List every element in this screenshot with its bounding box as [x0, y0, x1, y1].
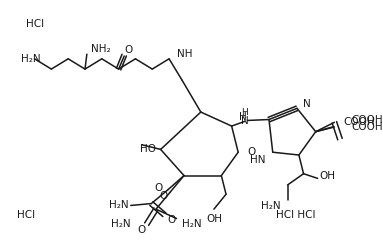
Text: HCl: HCl [17, 210, 35, 220]
Text: OH: OH [206, 215, 222, 225]
Text: NH₂: NH₂ [91, 43, 110, 53]
Text: O: O [138, 225, 146, 235]
Text: H₂N: H₂N [109, 200, 128, 210]
Text: O: O [125, 45, 133, 55]
Text: COOH: COOH [351, 122, 383, 132]
Text: N: N [241, 116, 249, 126]
Text: N: N [303, 99, 310, 109]
Text: HCl: HCl [26, 19, 44, 29]
Text: COOH: COOH [351, 115, 383, 125]
Text: H: H [239, 112, 247, 122]
Text: COOH: COOH [344, 117, 375, 127]
Text: O: O [168, 215, 176, 226]
Text: H₂N: H₂N [21, 54, 40, 64]
Text: H₂N: H₂N [182, 219, 202, 229]
Text: H₂N: H₂N [111, 219, 130, 229]
Text: O: O [247, 147, 256, 157]
Text: HO: HO [140, 144, 156, 154]
Text: H: H [241, 108, 248, 117]
Text: HN: HN [250, 155, 265, 165]
Text: NH: NH [177, 49, 192, 59]
Text: O: O [155, 183, 163, 193]
Text: OH: OH [319, 171, 336, 181]
Text: H₂N: H₂N [261, 201, 281, 211]
Text: HCl HCl: HCl HCl [275, 210, 315, 220]
Text: O: O [159, 191, 168, 201]
